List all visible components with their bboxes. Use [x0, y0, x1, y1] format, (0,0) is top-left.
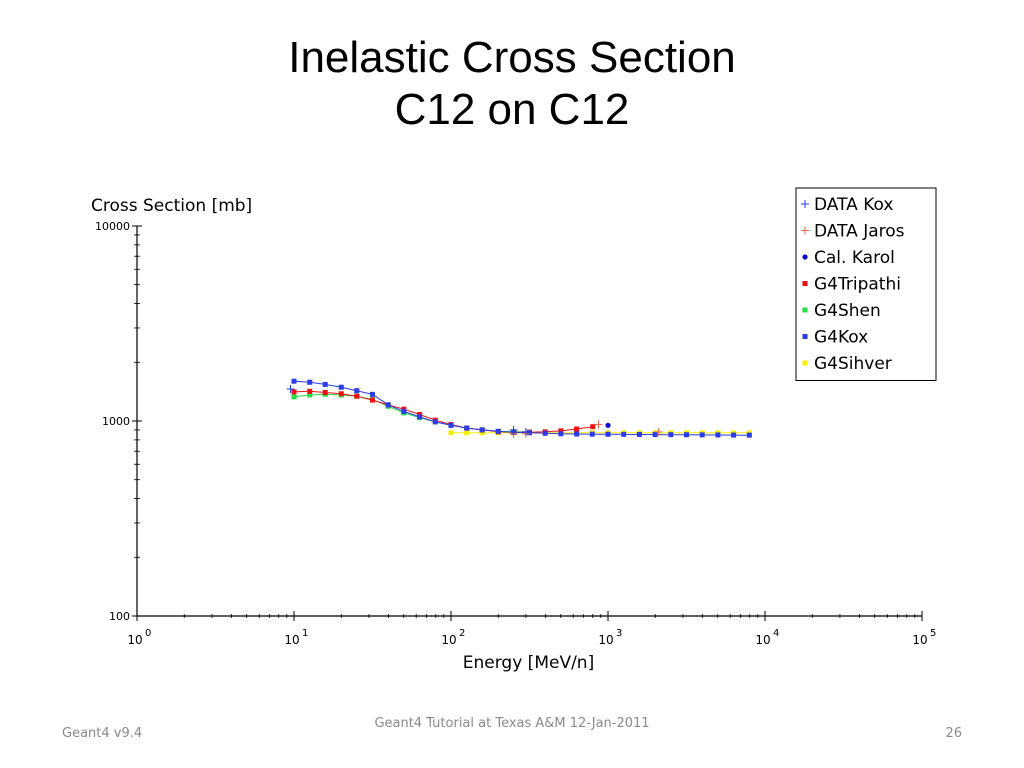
legend: DATA Kox DATA Jaros Cal. Karol G4Tripathi G4…	[795, 187, 937, 381]
x-tick-exponent: 3	[616, 628, 622, 639]
data-point-data-kox	[286, 384, 295, 393]
series-line-g4shen	[293, 393, 530, 433]
legend-marker	[802, 254, 808, 260]
x-tick-label: 10	[912, 633, 927, 647]
data-point-g4kox	[558, 431, 564, 437]
data-point-g4kox	[746, 432, 752, 438]
data-point-g4kox	[683, 432, 689, 438]
data-point-g4kox	[715, 432, 721, 438]
legend-label: Cal. Karol	[814, 248, 895, 268]
x-tick-label: 10	[755, 633, 770, 647]
footer-version: Geant4 v9.4	[62, 726, 143, 741]
data-point-data-jaros	[654, 427, 663, 436]
title-line-2: C12 on C12	[394, 85, 630, 134]
data-point-g4kox	[338, 384, 344, 390]
x-tick-label: 10	[127, 633, 142, 647]
data-point-g4tripathi	[291, 389, 297, 395]
x-tick-label: 10	[284, 633, 299, 647]
data-point-g4kox	[401, 408, 407, 414]
data-point-g4kox	[526, 430, 532, 436]
legend-label: G4Sihver	[814, 354, 892, 374]
data-point-g4kox	[542, 430, 548, 436]
y-tick-label: 100	[109, 610, 130, 623]
legend-box	[795, 187, 937, 381]
x-tick-exponent: 5	[930, 628, 936, 639]
legend-label: G4Kox	[814, 328, 868, 348]
y-axis-label: Cross Section [mb]	[91, 196, 252, 216]
data-point-g4shen	[291, 394, 297, 400]
data-point-g4tripathi	[574, 426, 580, 432]
data-point-g4kox	[417, 414, 423, 420]
x-tick-exponent: 2	[459, 628, 465, 639]
data-point-g4tripathi	[338, 391, 344, 397]
data-point-data-kox	[521, 427, 530, 436]
legend-label: DATA Jaros	[814, 222, 905, 242]
data-point-g4tripathi	[322, 390, 328, 396]
data-point-g4sihver	[448, 430, 454, 436]
x-axis-label: Energy [MeV/n]	[463, 653, 594, 673]
legend-marker	[801, 226, 809, 235]
x-tick-exponent: 0	[145, 628, 151, 639]
data-point-g4kox	[636, 431, 642, 437]
y-tick-label: 1000	[102, 415, 130, 428]
legend-marker	[801, 200, 809, 208]
footer-page-number: 26	[945, 726, 962, 741]
data-point-g4tripathi	[590, 424, 596, 430]
data-point-g4kox	[307, 379, 313, 385]
data-point-g4kox	[291, 378, 297, 384]
legend-marker	[802, 307, 808, 313]
slide-title: Inelastic Cross Section C12 on C12	[0, 32, 1024, 136]
x-tick-exponent: 4	[773, 628, 779, 639]
data-point-g4kox	[652, 432, 658, 438]
data-point-g4kox	[699, 432, 705, 438]
data-point-g4kox	[731, 432, 737, 438]
data-point-g4kox	[354, 388, 360, 394]
data-point-g4kox	[574, 431, 580, 437]
x-tick-label: 10	[598, 633, 613, 647]
data-point-g4tripathi	[369, 397, 375, 403]
legend-label: G4Tripathi	[814, 275, 901, 295]
title-line-1: Inelastic Cross Section	[288, 33, 736, 82]
data-point-g4kox	[621, 431, 627, 437]
data-point-g4tripathi	[307, 388, 313, 394]
x-tick-exponent: 1	[302, 628, 308, 639]
x-tick-label: 10	[441, 633, 456, 647]
data-point-g4kox	[495, 428, 501, 434]
data-point-g4kox	[385, 402, 391, 408]
data-point-g4shen	[307, 392, 313, 398]
data-point-g4sihver	[464, 430, 470, 436]
data-point-g4kox	[464, 425, 470, 431]
series-line-g4tripathi	[293, 390, 593, 433]
data-point-g4kox	[589, 431, 595, 437]
series-line-g4kox	[293, 380, 750, 436]
data-point-g4kox	[322, 381, 328, 387]
data-point-g4kox	[448, 422, 454, 428]
data-point-g4kox	[369, 391, 375, 397]
legend-marker	[802, 360, 808, 366]
footer-event: Geant4 Tutorial at Texas A&M 12-Jan-2011	[374, 716, 650, 731]
legend-label: DATA Kox	[814, 195, 893, 215]
data-point-cal-karol	[605, 422, 611, 428]
data-point-data-jaros	[594, 420, 603, 429]
legend-marker	[802, 281, 808, 286]
legend-marker	[802, 334, 808, 339]
data-point-g4kox	[668, 432, 674, 438]
data-point-data-kox	[509, 425, 518, 434]
y-tick-label: 10000	[95, 220, 130, 233]
data-point-g4tripathi	[558, 428, 564, 434]
data-point-g4tripathi	[354, 393, 360, 399]
data-point-g4kox	[432, 419, 438, 425]
data-point-g4kox	[479, 427, 485, 433]
data-point-g4sihver	[479, 430, 485, 436]
legend-label: G4Shen	[814, 301, 881, 321]
data-point-g4kox	[605, 431, 611, 437]
